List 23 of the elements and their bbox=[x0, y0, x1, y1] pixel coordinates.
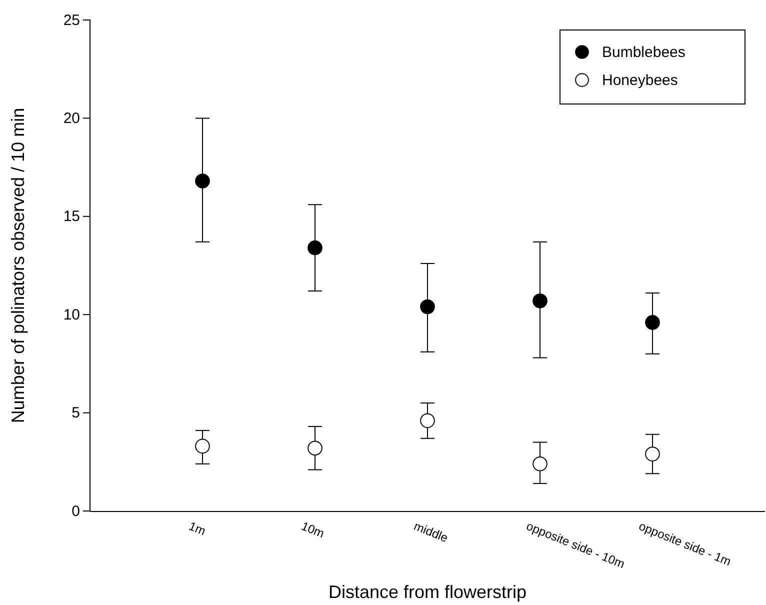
point bbox=[195, 174, 210, 188]
x-tick-label: 1m bbox=[186, 518, 208, 538]
y-tick-label: 20 bbox=[63, 110, 80, 127]
y-tick-label: 25 bbox=[63, 12, 80, 29]
point bbox=[420, 413, 435, 428]
point bbox=[308, 240, 322, 256]
legend-label: Bumblebees bbox=[602, 44, 686, 61]
legend-label: Honeybees bbox=[602, 72, 678, 89]
point bbox=[645, 315, 660, 330]
point bbox=[195, 438, 210, 454]
point bbox=[645, 446, 660, 462]
y-tick-label: 15 bbox=[63, 208, 80, 226]
y-axis-title: Number of polinators observed / 10 min bbox=[8, 108, 28, 424]
y-tick-label: 0 bbox=[72, 502, 80, 520]
point bbox=[308, 440, 322, 456]
y-tick-label: 5 bbox=[72, 404, 80, 422]
y-tick-label: 10 bbox=[63, 306, 80, 324]
point bbox=[420, 299, 435, 314]
point bbox=[532, 456, 548, 472]
x-tick-label: middle bbox=[412, 518, 450, 546]
x-axis-title: Distance from flowerstrip bbox=[328, 582, 527, 602]
x-tick-label: 10m bbox=[299, 518, 326, 541]
point bbox=[532, 293, 548, 308]
